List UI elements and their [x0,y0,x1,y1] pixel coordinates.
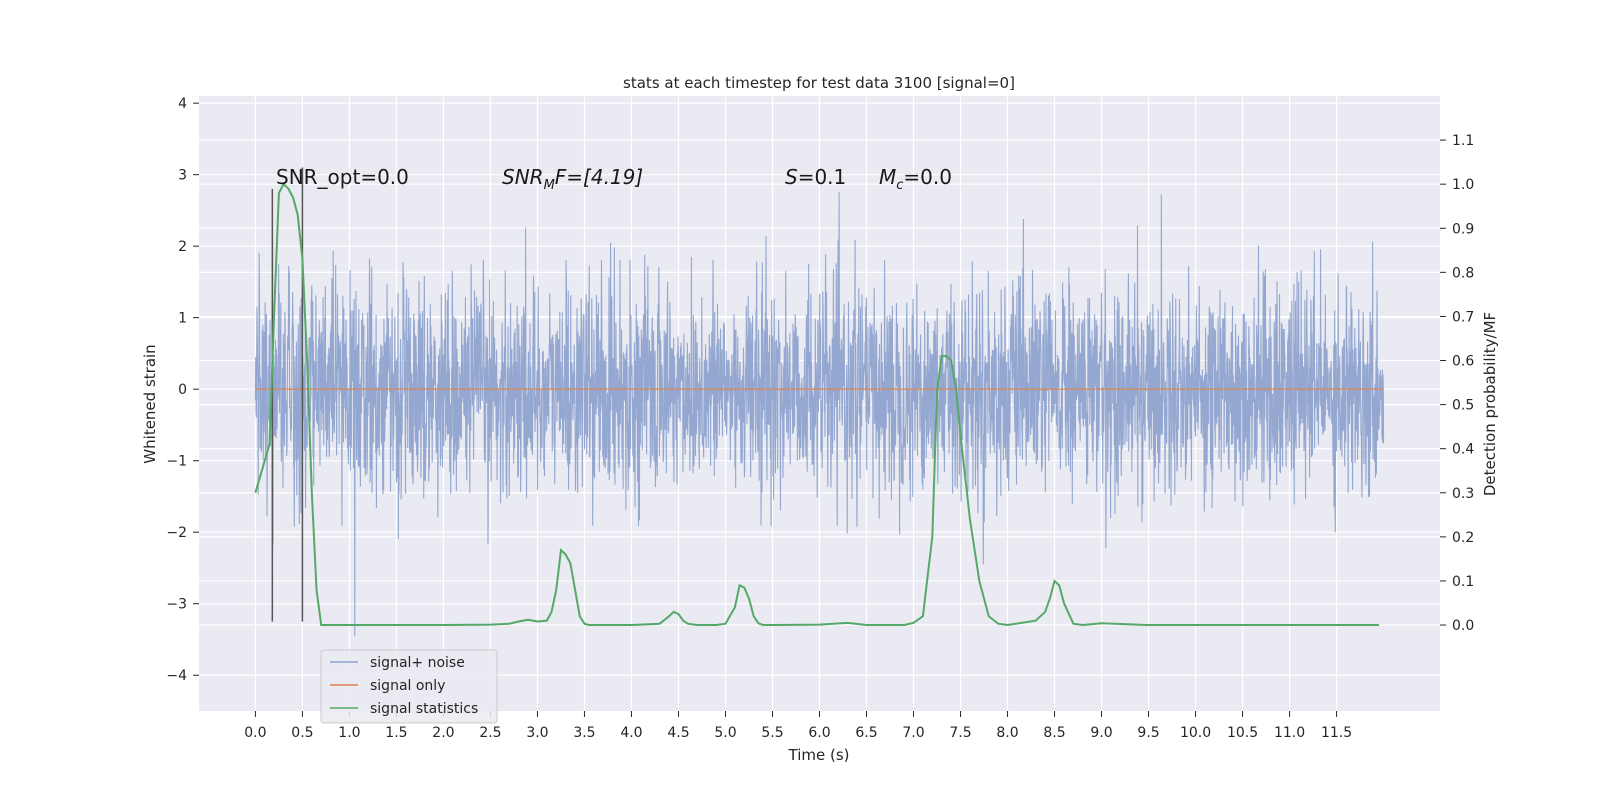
y-tick-label: −2 [166,525,187,541]
y-tick-label: 4 [178,96,187,112]
x-tick-label: 7.0 [902,725,924,741]
legend-label-signal-noise: signal+ noise [370,655,465,671]
y-tick-label: 0 [178,382,187,398]
y2-tick-label: 0.9 [1452,221,1474,237]
x-tick-label: 1.0 [338,725,360,741]
x-tick-label: 10.5 [1227,725,1258,741]
annotation-snr-mf-suffix: F=[4.19] [555,165,643,189]
series-signal-statistics [254,182,1379,627]
annotation-mc-sym: M [879,165,896,189]
y2-tick-label: 0.2 [1452,530,1474,546]
marker-lines [271,167,304,622]
annotation-mc: Mc=0.0 [879,165,952,193]
y-tick-label: 2 [178,239,187,255]
x-tick-label: 6.0 [808,725,830,741]
x-tick-label: 5.0 [714,725,736,741]
x-tick-label: 0.5 [291,725,313,741]
x-tick-label: 5.5 [761,725,783,741]
y2-axis-title: Detection probability/MF [1481,312,1499,496]
y2-tick-label: 0.6 [1452,354,1474,370]
annotation-s: S=0.1 [785,165,846,189]
x-tick-label: 1.5 [385,725,407,741]
signal-statistics-line [254,182,1379,627]
legend-label-signal-only: signal only [370,678,445,694]
annotation-s-sym: S [785,165,798,189]
annotation-mc-sub: c [896,178,903,193]
x-tick-label: 2.0 [432,725,454,741]
y-tick-label: 1 [178,311,187,327]
y-tick-label: −3 [166,597,187,613]
x-axis-ticks: 0.0 0.5 1.0 1.5 2.0 2.5 3.0 3.5 4.0 4.5 5.0 5.5 6.0 6… [244,711,1352,741]
x-axis-title: Time (s) [788,746,850,764]
annotation-snr-mf: SNRMF=[4.19] [502,165,643,193]
x-tick-label: 0.0 [244,725,266,741]
chart-title: stats at each timestep for test data 310… [623,74,1015,92]
annotation-mc-val: =0.0 [903,165,952,189]
y2-tick-label: 0.5 [1452,398,1474,414]
annotation-s-val: =0.1 [798,165,847,189]
x-tick-label: 4.5 [667,725,689,741]
legend: signal+ noise signal only signal statist… [320,649,498,724]
y2-tick-label: 0.3 [1452,486,1474,502]
y-axis-ticks: −4 −3 −2 −1 0 1 2 3 4 [166,96,199,684]
y2-tick-label: 0.0 [1452,618,1474,634]
x-tick-label: 7.5 [949,725,971,741]
x-tick-label: 3.0 [526,725,548,741]
y2-axis-ticks: 0.0 0.1 0.2 0.3 0.4 0.5 0.6 0.7 0.8 0.9 1.0 1.1 [1440,133,1474,634]
y2-tick-label: 0.7 [1452,309,1474,325]
y-tick-label: −1 [166,454,187,470]
x-tick-label: 8.5 [1043,725,1065,741]
x-tick-label: 9.5 [1137,725,1159,741]
x-tick-label: 10.0 [1180,725,1211,741]
x-tick-label: 4.0 [620,725,642,741]
annotation-snr-opt: SNR_opt=0.0 [276,165,409,189]
y2-tick-label: 1.0 [1452,177,1474,193]
signal-noise-line [254,192,1385,637]
y2-tick-label: 0.8 [1452,265,1474,281]
x-tick-label: 8.0 [996,725,1018,741]
y2-tick-label: 1.1 [1452,133,1474,149]
x-tick-label: 11.5 [1321,725,1352,741]
x-tick-label: 6.5 [855,725,877,741]
legend-label-signal-statistics: signal statistics [370,701,478,717]
x-tick-label: 3.5 [573,725,595,741]
y-tick-label: 3 [178,168,187,184]
x-tick-label: 2.5 [479,725,501,741]
annotation-snr-mf-sub: M [544,178,555,193]
y2-tick-label: 0.4 [1452,442,1474,458]
x-tick-label: 11.0 [1274,725,1305,741]
y2-tick-label: 0.1 [1452,574,1474,590]
x-tick-label: 9.0 [1090,725,1112,741]
series-signal-noise [254,192,1385,637]
legend-box [320,649,498,724]
y-tick-label: −4 [166,668,187,684]
y-axis-title: Whitened strain [141,344,159,463]
annotation-snr-mf-prefix: SNR [502,165,544,189]
